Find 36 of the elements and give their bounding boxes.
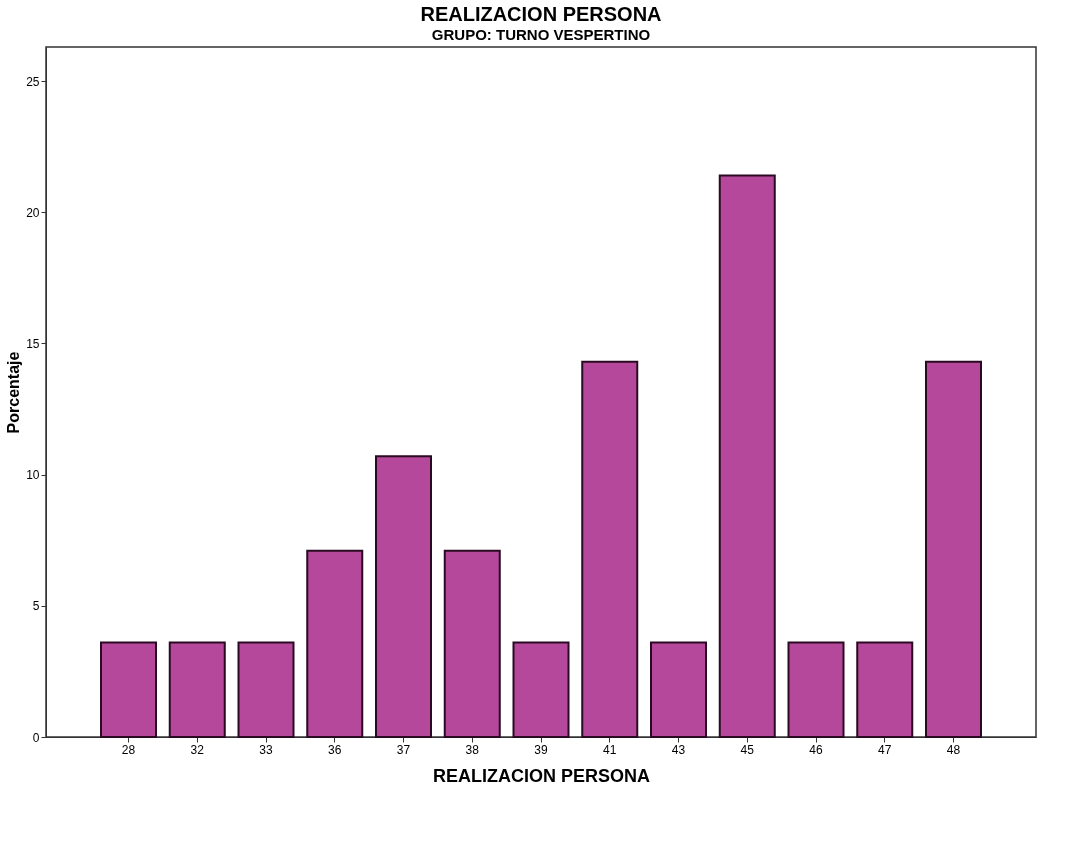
bar xyxy=(925,360,982,738)
bar xyxy=(443,549,501,738)
x-tick-label: 41 xyxy=(603,742,617,757)
x-tick-label: 39 xyxy=(534,742,548,757)
x-tick-label: 47 xyxy=(878,742,892,757)
bar xyxy=(375,455,432,738)
x-tick-label: 45 xyxy=(740,742,755,757)
y-tick-label: 5 xyxy=(32,599,40,614)
y-tick-label: 20 xyxy=(26,205,40,220)
x-tick-label: 33 xyxy=(259,742,273,757)
x-tick-label: 32 xyxy=(190,742,205,757)
bar xyxy=(237,641,295,738)
x-tick-label: 37 xyxy=(396,742,411,757)
bar xyxy=(306,549,364,738)
bar xyxy=(581,360,639,738)
x-tick-label: 48 xyxy=(946,742,961,757)
x-tick-label: 38 xyxy=(465,742,480,757)
x-tick-label: 46 xyxy=(809,742,823,757)
bar xyxy=(168,641,226,738)
y-tick-label: 15 xyxy=(26,336,40,351)
bar xyxy=(718,174,776,738)
x-tick-label: 43 xyxy=(671,742,686,757)
x-tick-label: 36 xyxy=(328,742,342,757)
y-tick-label: 10 xyxy=(26,468,40,483)
bar xyxy=(100,641,157,738)
x-axis-title: REALIZACION PERSONA xyxy=(432,765,651,786)
chart-title: REALIZACION PERSONA xyxy=(420,3,662,25)
bar xyxy=(512,641,570,738)
bar xyxy=(787,641,845,738)
x-tick-label: 28 xyxy=(121,742,136,757)
y-axis-title: Porcentaje xyxy=(5,351,23,434)
bar xyxy=(856,641,914,738)
y-tick-label: 25 xyxy=(26,74,40,89)
bar xyxy=(650,641,707,738)
y-tick-label: 0 xyxy=(32,730,40,745)
chart-subtitle: GRUPO: TURNO VESPERTINO xyxy=(431,26,651,43)
